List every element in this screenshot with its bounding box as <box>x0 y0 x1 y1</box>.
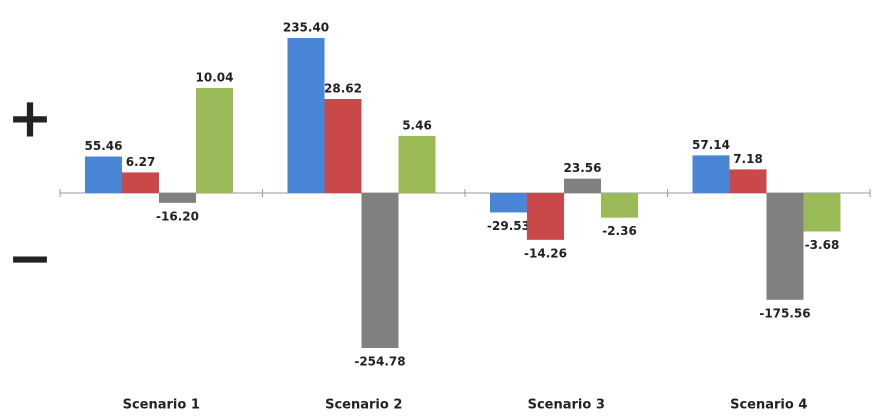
value-label: 5.46 <box>402 118 432 132</box>
plus-sign: + <box>7 87 52 150</box>
bar <box>803 193 841 232</box>
value-label: -16.20 <box>156 209 199 223</box>
value-label: -29.53 <box>487 219 530 233</box>
value-label: 10.04 <box>196 71 234 85</box>
bar <box>324 99 362 193</box>
value-label: 235.40 <box>283 21 329 35</box>
minus-sign: − <box>7 227 52 290</box>
bar <box>287 38 325 193</box>
value-label: -175.56 <box>759 306 810 320</box>
bar <box>490 193 527 213</box>
bar <box>398 135 436 193</box>
bar <box>601 193 638 218</box>
value-label: 55.46 <box>85 139 123 153</box>
bar <box>85 156 122 193</box>
bar <box>729 169 767 193</box>
x-tick-label: Scenario 2 <box>325 398 402 413</box>
x-tick-label: Scenario 3 <box>528 398 605 413</box>
bar <box>527 193 564 240</box>
value-label: 6.27 <box>126 155 156 169</box>
x-tick-label: Scenario 1 <box>123 398 200 413</box>
bar <box>564 178 601 193</box>
bar <box>766 193 804 300</box>
bar <box>196 88 233 193</box>
value-label: 7.18 <box>733 152 763 166</box>
x-tick-label: Scenario 4 <box>730 398 807 413</box>
value-label: -3.68 <box>805 238 840 252</box>
value-label: -254.78 <box>354 355 405 369</box>
bar <box>361 193 399 348</box>
bar <box>122 172 159 193</box>
value-label: -2.36 <box>602 224 637 238</box>
bar <box>159 193 196 203</box>
bar <box>692 155 730 193</box>
value-label: 28.62 <box>324 82 362 96</box>
value-label: 57.14 <box>692 138 730 152</box>
value-label: 23.56 <box>564 161 602 175</box>
value-label: -14.26 <box>524 246 567 260</box>
